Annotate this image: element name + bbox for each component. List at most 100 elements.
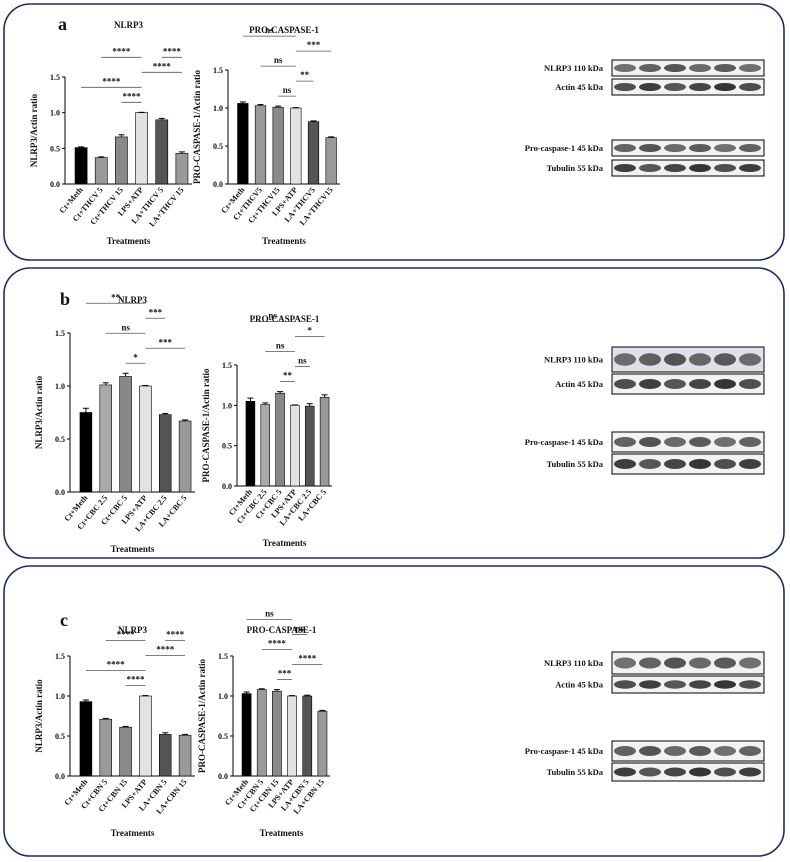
blot-band (639, 353, 661, 366)
blot-band (714, 680, 736, 689)
error-bar (277, 391, 284, 394)
y-axis-label: NLRP3/Actin ratio (34, 375, 44, 449)
y-tick-label: 0.0 (50, 180, 60, 189)
error-bar (162, 413, 169, 415)
error-bar (122, 725, 129, 728)
error-bar (182, 419, 189, 421)
blot-band (664, 83, 686, 91)
blot-label: Actin 45 kDa (555, 379, 603, 389)
bar (99, 384, 113, 493)
blot-band (689, 83, 711, 91)
bar (139, 385, 152, 493)
bar (319, 396, 330, 487)
blot-band (639, 164, 661, 172)
bar (178, 420, 192, 493)
bar (139, 695, 152, 777)
blot-band (664, 459, 686, 469)
significance-label: ns (298, 356, 307, 366)
y-tick-label: 0.0 (222, 482, 232, 491)
blot-label: Tubulin 55 kDa (547, 163, 604, 173)
error-bar (247, 397, 254, 402)
significance-label: ** (111, 292, 121, 302)
significance-label: **** (298, 654, 317, 664)
blot-band (689, 437, 711, 447)
bar (94, 157, 108, 185)
y-tick-label: 0.5 (213, 142, 223, 151)
blot-band (639, 459, 661, 469)
blot-band (689, 657, 711, 669)
y-axis-label: PRO-CASPASE-1/Actin ratio (201, 368, 211, 483)
bar (275, 392, 285, 487)
blot-band (714, 379, 736, 389)
y-tick-label: 0.5 (55, 435, 65, 444)
significance-label: ns (121, 322, 130, 332)
significance-label: * (133, 352, 138, 362)
blot-band (614, 767, 636, 777)
blot-band (664, 64, 686, 72)
bar (155, 119, 169, 185)
bar (272, 106, 284, 185)
blot-band (689, 680, 711, 689)
y-tick-label: 1.5 (222, 361, 232, 370)
blot-band (614, 353, 636, 366)
blot-band (614, 379, 636, 389)
error-bar (257, 104, 264, 106)
y-tick-label: 1.0 (213, 104, 223, 113)
blot-band (714, 459, 736, 469)
bar (99, 718, 113, 777)
blot-band (714, 64, 736, 72)
y-tick-label: 1.5 (55, 329, 65, 338)
bar (159, 414, 172, 493)
chart-title: PRO-CASPASE-1 (250, 314, 320, 324)
significance-label: **** (117, 630, 136, 640)
bar (178, 734, 192, 777)
bar (287, 695, 297, 777)
blot-band (664, 680, 686, 689)
bar (307, 121, 320, 185)
blot-band (664, 437, 686, 447)
error-bar (328, 136, 335, 138)
blot-band (664, 746, 686, 756)
blot-label: NLRP3 110 kDa (544, 63, 604, 73)
blot-band (664, 353, 686, 366)
blot-band (739, 767, 761, 777)
error-bar (304, 694, 311, 696)
blot-band (714, 83, 736, 91)
blot-band (739, 379, 761, 389)
blot-band (739, 437, 761, 447)
blot-label: Pro-caspase-1 45 kDa (525, 746, 604, 756)
blot-band (714, 657, 736, 669)
y-axis-label: NLRP3/Actin ratio (29, 93, 39, 167)
blot-band (689, 164, 711, 172)
significance-label: ns (276, 341, 285, 351)
blot-label: NLRP3 110 kDa (544, 658, 604, 668)
error-bar (275, 105, 282, 108)
significance-label: **** (107, 660, 126, 670)
bar (304, 405, 315, 487)
blot-band (689, 767, 711, 777)
error-bar (142, 384, 149, 386)
blot-band (739, 657, 761, 669)
bar (272, 690, 282, 777)
error-bar (178, 151, 185, 154)
bar (325, 137, 337, 185)
chart-title: NLRP3 (118, 295, 147, 305)
error-bar (310, 120, 317, 122)
blot-band (639, 379, 661, 389)
blot-band (739, 459, 761, 469)
y-tick-label: 1.0 (222, 401, 232, 410)
blot-band (714, 437, 736, 447)
significance-label: **** (102, 76, 121, 86)
y-axis-label: NLRP3/Actin ratio (34, 679, 44, 753)
x-axis-label: Treatments (111, 544, 155, 554)
panel-frame (3, 267, 785, 559)
bar (254, 105, 267, 185)
bar (79, 412, 93, 493)
blot-band (714, 164, 736, 172)
significance-label: *** (278, 669, 292, 679)
blot-band (739, 164, 761, 172)
bar (302, 695, 313, 777)
error-bar (243, 691, 250, 694)
x-axis-label: Treatments (263, 538, 307, 548)
y-tick-label: 1.0 (218, 692, 228, 701)
